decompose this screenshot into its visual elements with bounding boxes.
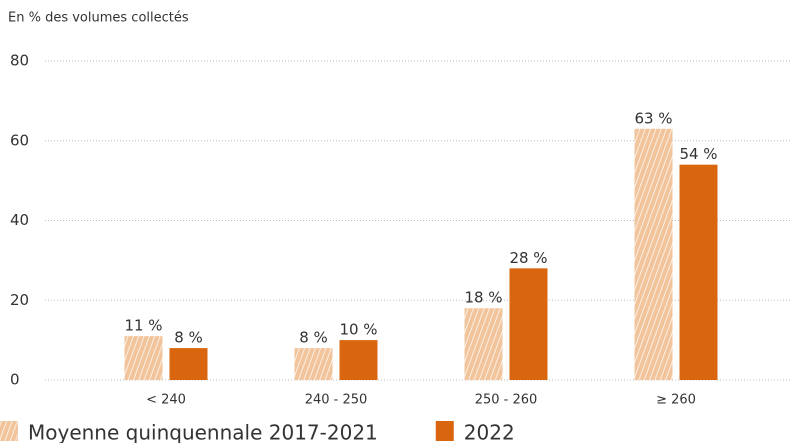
bar (124, 336, 163, 380)
y-tick-label: 60 (10, 131, 29, 149)
bar (634, 128, 673, 380)
value-label: 18 % (464, 289, 502, 307)
value-label: 8 % (299, 329, 328, 347)
x-tick-label: < 240 (146, 393, 186, 408)
value-label: 11 % (124, 317, 162, 335)
value-label: 63 % (634, 109, 672, 127)
value-label: 10 % (339, 321, 377, 339)
x-tick-label: 240 - 250 (305, 393, 368, 408)
value-label: 28 % (509, 249, 547, 267)
legend-swatch (435, 421, 454, 441)
bar (169, 348, 208, 380)
y-axis-label: En % des volumes collectés (8, 11, 189, 26)
bar (339, 340, 378, 380)
bar (679, 164, 718, 380)
legend-label: Moyenne quinquennale 2017-2021 (28, 421, 378, 443)
legend-swatch (0, 421, 18, 441)
bar (294, 348, 333, 380)
y-tick-label: 80 (10, 52, 29, 70)
value-label: 54 % (679, 145, 717, 163)
bar (464, 308, 503, 380)
x-tick-label: 250 - 260 (475, 393, 538, 408)
y-tick-label: 40 (10, 211, 29, 229)
value-label: 8 % (174, 329, 203, 347)
y-tick-label: 20 (10, 291, 29, 309)
y-tick-label: 0 (10, 371, 20, 389)
x-tick-label: ≥ 260 (656, 393, 696, 408)
legend-label: 2022 (464, 421, 515, 443)
bar (509, 268, 548, 380)
